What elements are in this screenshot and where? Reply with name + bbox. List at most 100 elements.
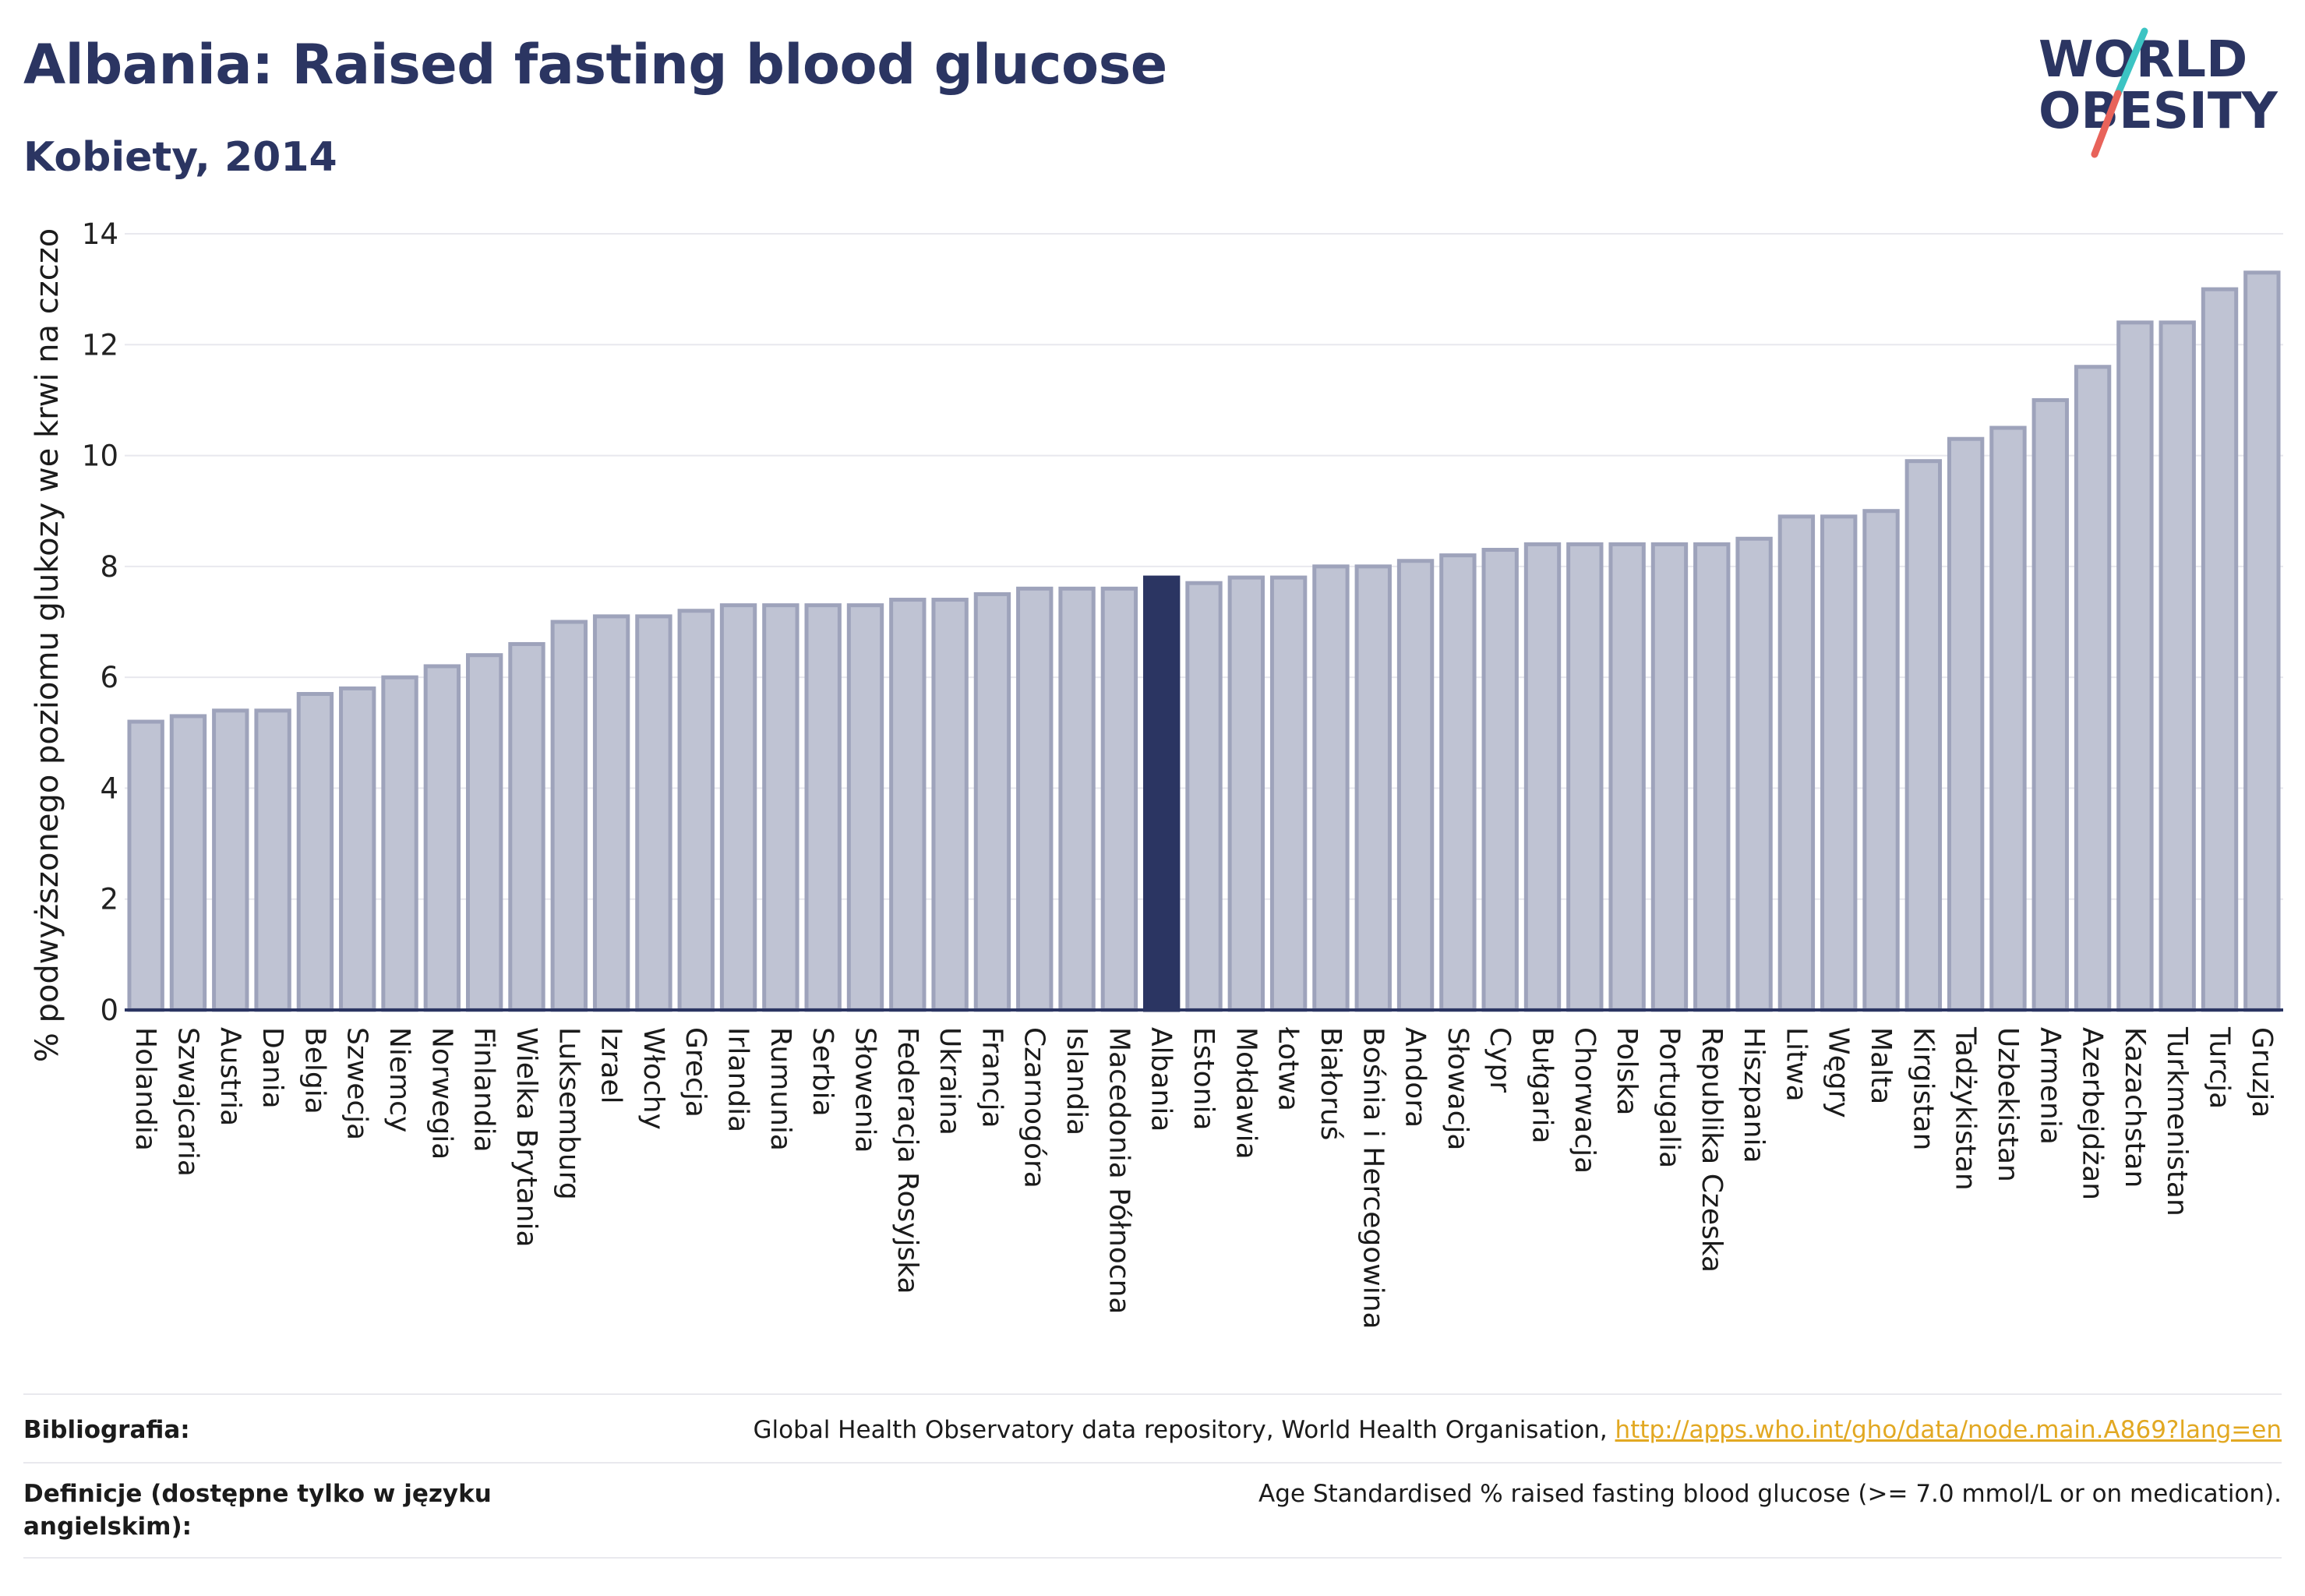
definitions-row: Definicje (dostępne tylko w języku angie… — [23, 1462, 2282, 1559]
x-tick-label: Izrael — [595, 1027, 627, 1104]
bar-słowenia — [846, 603, 884, 1012]
bar-rumunia — [762, 603, 800, 1012]
y-tick-label: 2 — [100, 883, 118, 916]
x-tick-label: Włochy — [637, 1027, 669, 1130]
bar-słowacja — [1439, 553, 1477, 1012]
bar-gruzja — [2243, 270, 2281, 1012]
x-tick-label: Grecja — [679, 1027, 711, 1118]
bar-izrael — [592, 614, 630, 1012]
bar-austria — [212, 708, 249, 1012]
bar-czarnogóra — [1016, 586, 1054, 1012]
y-axis-label: % podwyższonego poziomu glukozy we krwi … — [30, 228, 65, 1062]
bar-malta — [1862, 509, 1900, 1012]
y-tick-label: 8 — [100, 550, 118, 584]
bar-macedonia-północna — [1100, 586, 1138, 1012]
bar-serbia — [804, 603, 842, 1012]
bibliography-value: Global Health Observatory data repositor… — [753, 1414, 2282, 1446]
bar-hiszpania — [1735, 536, 1773, 1012]
x-tick-label: Republika Czeska — [1696, 1027, 1728, 1273]
x-tick-label: Ukraina — [934, 1027, 965, 1135]
y-tick-label: 0 — [100, 994, 118, 1027]
x-tick-label: Węgry — [1823, 1027, 1855, 1118]
bar-azerbejdżan — [2074, 365, 2112, 1012]
x-tick-label: Norwegia — [425, 1027, 457, 1160]
bar-chart: 0 2 4 6 8 10 12 14 % podwyższonego poziomu gluko… — [30, 217, 2283, 1329]
y-tick-label: 10 — [82, 440, 118, 473]
page-subtitle: Kobiety, 2014 — [23, 134, 337, 181]
x-tick-label: Finlandia — [468, 1027, 500, 1153]
bar-estonia — [1185, 581, 1223, 1012]
x-tick-label: Czarnogóra — [1018, 1027, 1050, 1188]
bar-szwecja — [339, 686, 376, 1012]
x-tick-label: Islandia — [1061, 1027, 1092, 1135]
bibliography-row: Bibliografia: Global Health Observatory … — [23, 1393, 2282, 1462]
y-tick-label: 14 — [82, 217, 118, 251]
bar-portugalia — [1650, 542, 1689, 1012]
x-tick-label: Cypr — [1484, 1027, 1516, 1093]
x-tick-label: Wielka Brytania — [510, 1027, 542, 1248]
bar-holandia — [127, 719, 164, 1012]
bar-turkmenistan — [2159, 320, 2196, 1012]
bar-białoruś — [1312, 564, 1350, 1012]
logo-line-obesity: OBESITY — [2038, 83, 2278, 140]
bar-bułgaria — [1523, 542, 1562, 1012]
x-tick-label: Turkmenistan — [2161, 1026, 2193, 1216]
page-title: Albania: Raised fasting blood glucose — [23, 33, 1167, 97]
bar-cypr — [1481, 548, 1519, 1012]
x-tick-label: Irlandia — [722, 1027, 754, 1132]
x-tick-label: Rumunia — [764, 1027, 796, 1151]
x-tick-label: Portugalia — [1653, 1027, 1685, 1168]
bar-belgia — [296, 691, 334, 1012]
x-tick-label: Hiszpania — [1738, 1027, 1770, 1163]
bar-finlandia — [465, 653, 503, 1012]
bar-albania — [1143, 575, 1181, 1012]
x-tick-label: Armenia — [2034, 1027, 2066, 1145]
bar-łotwa — [1269, 575, 1308, 1012]
x-tick-label: Andora — [1400, 1027, 1431, 1128]
x-tick-label: Belgia — [298, 1027, 330, 1114]
bar-kazachstan — [2116, 320, 2154, 1012]
y-tick-label: 6 — [100, 661, 118, 694]
bar-luksemburg — [550, 620, 588, 1012]
bar-armenia — [2031, 397, 2069, 1012]
bar-francja — [973, 591, 1011, 1012]
bar-federacja-rosyjska — [889, 598, 927, 1012]
x-tick-label: Austria — [214, 1027, 246, 1126]
bar-litwa — [1777, 514, 1816, 1012]
x-tick-label: Holandia — [129, 1027, 161, 1151]
definitions-label: Definicje (dostępne tylko w języku angie… — [23, 1480, 492, 1541]
footer: Bibliografia: Global Health Observatory … — [23, 1393, 2282, 1559]
bar-bośnia-i-hercegowina — [1354, 564, 1392, 1012]
x-tick-label: Azerbejdżan — [2077, 1027, 2109, 1200]
bar-grecja — [677, 609, 715, 1012]
bar-polska — [1608, 542, 1646, 1012]
bar-węgry — [1820, 514, 1858, 1012]
x-tick-label: Luksemburg — [552, 1027, 584, 1200]
x-tick-label: Serbia — [807, 1027, 838, 1117]
x-tick-label: Szwecja — [341, 1027, 373, 1140]
x-tick-label: Słowenia — [849, 1027, 881, 1153]
x-tick-label: Macedonia Północna — [1103, 1027, 1135, 1314]
bar-uzbekistan — [1989, 425, 2027, 1012]
logo-slash-top — [2114, 27, 2148, 97]
logo-slash-bottom — [2091, 90, 2122, 158]
bar-kirgistan — [1904, 459, 1943, 1012]
bar-dania — [254, 708, 291, 1012]
x-tick-label: Tadżykistan — [1950, 1026, 1982, 1191]
bar-tadżykistan — [1947, 436, 1985, 1012]
x-tick-label: Turcja — [2204, 1026, 2236, 1109]
y-tick-label: 4 — [100, 772, 118, 805]
definitions-value: Age Standardised % raised fasting blood … — [1258, 1480, 2282, 1508]
bar-chorwacja — [1566, 542, 1604, 1012]
x-tick-label: Kazachstan — [2119, 1027, 2151, 1188]
bar-mołdawia — [1227, 575, 1265, 1012]
x-tick-label: Litwa — [1780, 1027, 1812, 1102]
x-tick-label: Słowacja — [1442, 1027, 1474, 1150]
bar-wielka-brytania — [508, 641, 545, 1012]
x-tick-label: Gruzja — [2246, 1027, 2278, 1118]
x-tick-label: Estonia — [1188, 1027, 1220, 1131]
x-tick-label: Mołdawia — [1230, 1027, 1262, 1160]
bibliography-link[interactable]: http://apps.who.int/gho/data/node.main.A… — [1615, 1416, 2282, 1444]
y-tick-label: 12 — [82, 328, 118, 362]
x-tick-label: Francja — [976, 1027, 1008, 1128]
